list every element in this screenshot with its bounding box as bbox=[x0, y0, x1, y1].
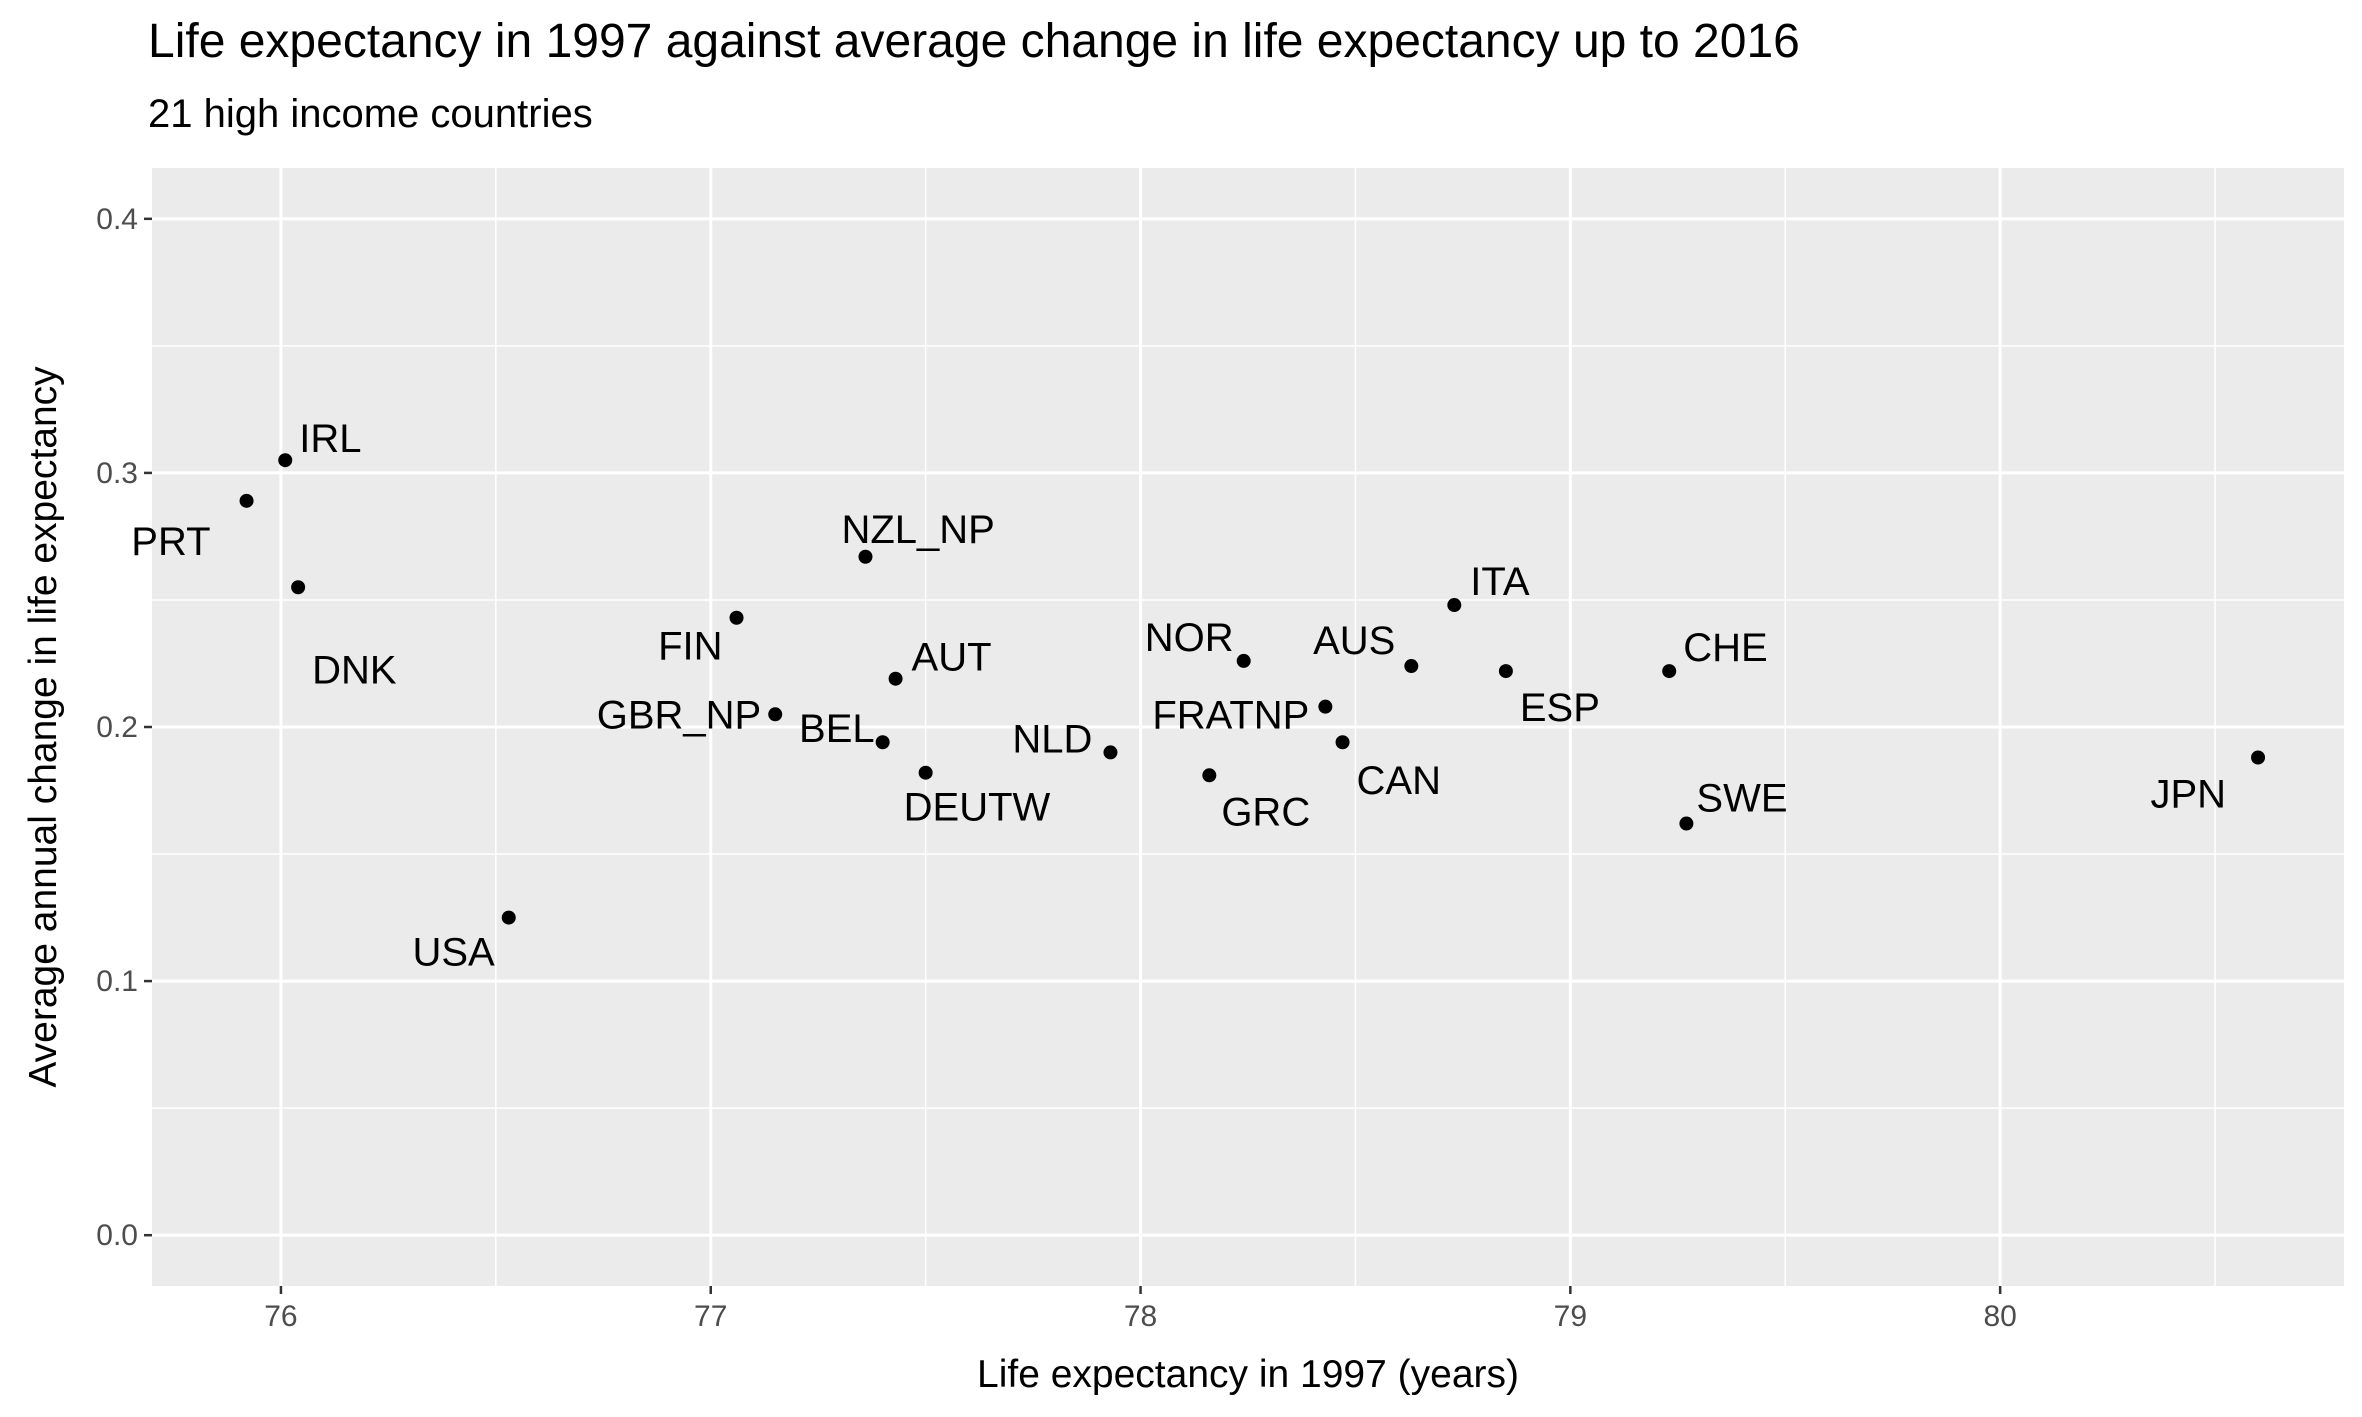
point-prt bbox=[239, 493, 254, 508]
x-tick-label: 77 bbox=[694, 1300, 727, 1333]
x-tick-label: 79 bbox=[1554, 1300, 1587, 1333]
tick-labels: 76 77 78 79 80 0.0 0.1 0.2 0.3 0.4 bbox=[96, 203, 2017, 1333]
point-can bbox=[1335, 735, 1350, 750]
point-ita bbox=[1447, 598, 1462, 613]
point-label-grc: GRC bbox=[1221, 790, 1310, 834]
point-label-swe: SWE bbox=[1696, 777, 1787, 821]
point-label-esp: ESP bbox=[1520, 686, 1600, 730]
point-label-can: CAN bbox=[1357, 759, 1441, 803]
point-dnk bbox=[291, 580, 306, 595]
point-nor bbox=[1236, 653, 1251, 668]
point-esp bbox=[1498, 664, 1513, 679]
point-label-usa: USA bbox=[412, 931, 495, 975]
y-tick-label: 0.0 bbox=[96, 1219, 138, 1252]
point-deutw bbox=[918, 765, 933, 780]
x-tick-label: 80 bbox=[1983, 1300, 2016, 1333]
point-label-nor: NOR bbox=[1145, 616, 1234, 660]
point-nzl-np bbox=[858, 549, 873, 564]
chart-title: Life expectancy in 1997 against average … bbox=[148, 15, 1800, 68]
y-axis-title: Average annual change in life expectancy bbox=[22, 366, 65, 1088]
point-label-nld: NLD bbox=[1012, 717, 1092, 761]
point-usa bbox=[501, 910, 516, 925]
axis-ticks bbox=[144, 217, 2002, 1294]
point-label-dnk: DNK bbox=[312, 648, 397, 692]
y-tick-label: 0.3 bbox=[96, 457, 138, 490]
point-fratnp bbox=[1318, 699, 1333, 714]
point-jpn bbox=[2251, 750, 2266, 765]
point-label-che: CHE bbox=[1683, 626, 1767, 670]
point-label-gbr-np: GBR_NP bbox=[597, 693, 762, 737]
point-aut bbox=[888, 671, 903, 686]
point-che bbox=[1662, 664, 1677, 679]
y-tick-label: 0.4 bbox=[96, 203, 138, 236]
point-label-irl: IRL bbox=[299, 417, 361, 461]
point-label-aus: AUS bbox=[1313, 619, 1395, 663]
point-bel bbox=[875, 735, 890, 750]
point-label-ita: ITA bbox=[1470, 560, 1530, 604]
point-gbr-np bbox=[768, 707, 783, 722]
x-tick-label: 76 bbox=[264, 1300, 297, 1333]
major-gridlines bbox=[152, 168, 2344, 1286]
point-label-bel: BEL bbox=[799, 707, 875, 751]
point-swe bbox=[1679, 816, 1694, 831]
point-fin bbox=[729, 610, 744, 625]
x-axis-title: Life expectancy in 1997 (years) bbox=[977, 1353, 1519, 1396]
point-labels: PRT IRL DNK USA FIN GBR_NP NZL_NP BEL AUT DEUTW NL… bbox=[131, 417, 2226, 974]
data-points bbox=[239, 453, 2266, 925]
point-label-nzl-np: NZL_NP bbox=[841, 508, 994, 552]
x-tick-label: 78 bbox=[1124, 1300, 1157, 1333]
y-tick-label: 0.2 bbox=[96, 711, 138, 744]
point-label-fin: FIN bbox=[658, 625, 722, 669]
point-label-prt: PRT bbox=[131, 520, 210, 564]
point-label-aut: AUT bbox=[912, 636, 992, 680]
point-irl bbox=[278, 453, 293, 468]
point-aus bbox=[1404, 659, 1419, 674]
point-label-fratnp: FRATNP bbox=[1152, 694, 1309, 738]
point-label-jpn: JPN bbox=[2150, 772, 2226, 816]
chart-subtitle: 21 high income countries bbox=[148, 92, 593, 136]
point-grc bbox=[1202, 768, 1217, 783]
point-nld bbox=[1103, 745, 1118, 760]
point-label-deutw: DEUTW bbox=[904, 786, 1051, 830]
y-tick-label: 0.1 bbox=[96, 965, 138, 998]
